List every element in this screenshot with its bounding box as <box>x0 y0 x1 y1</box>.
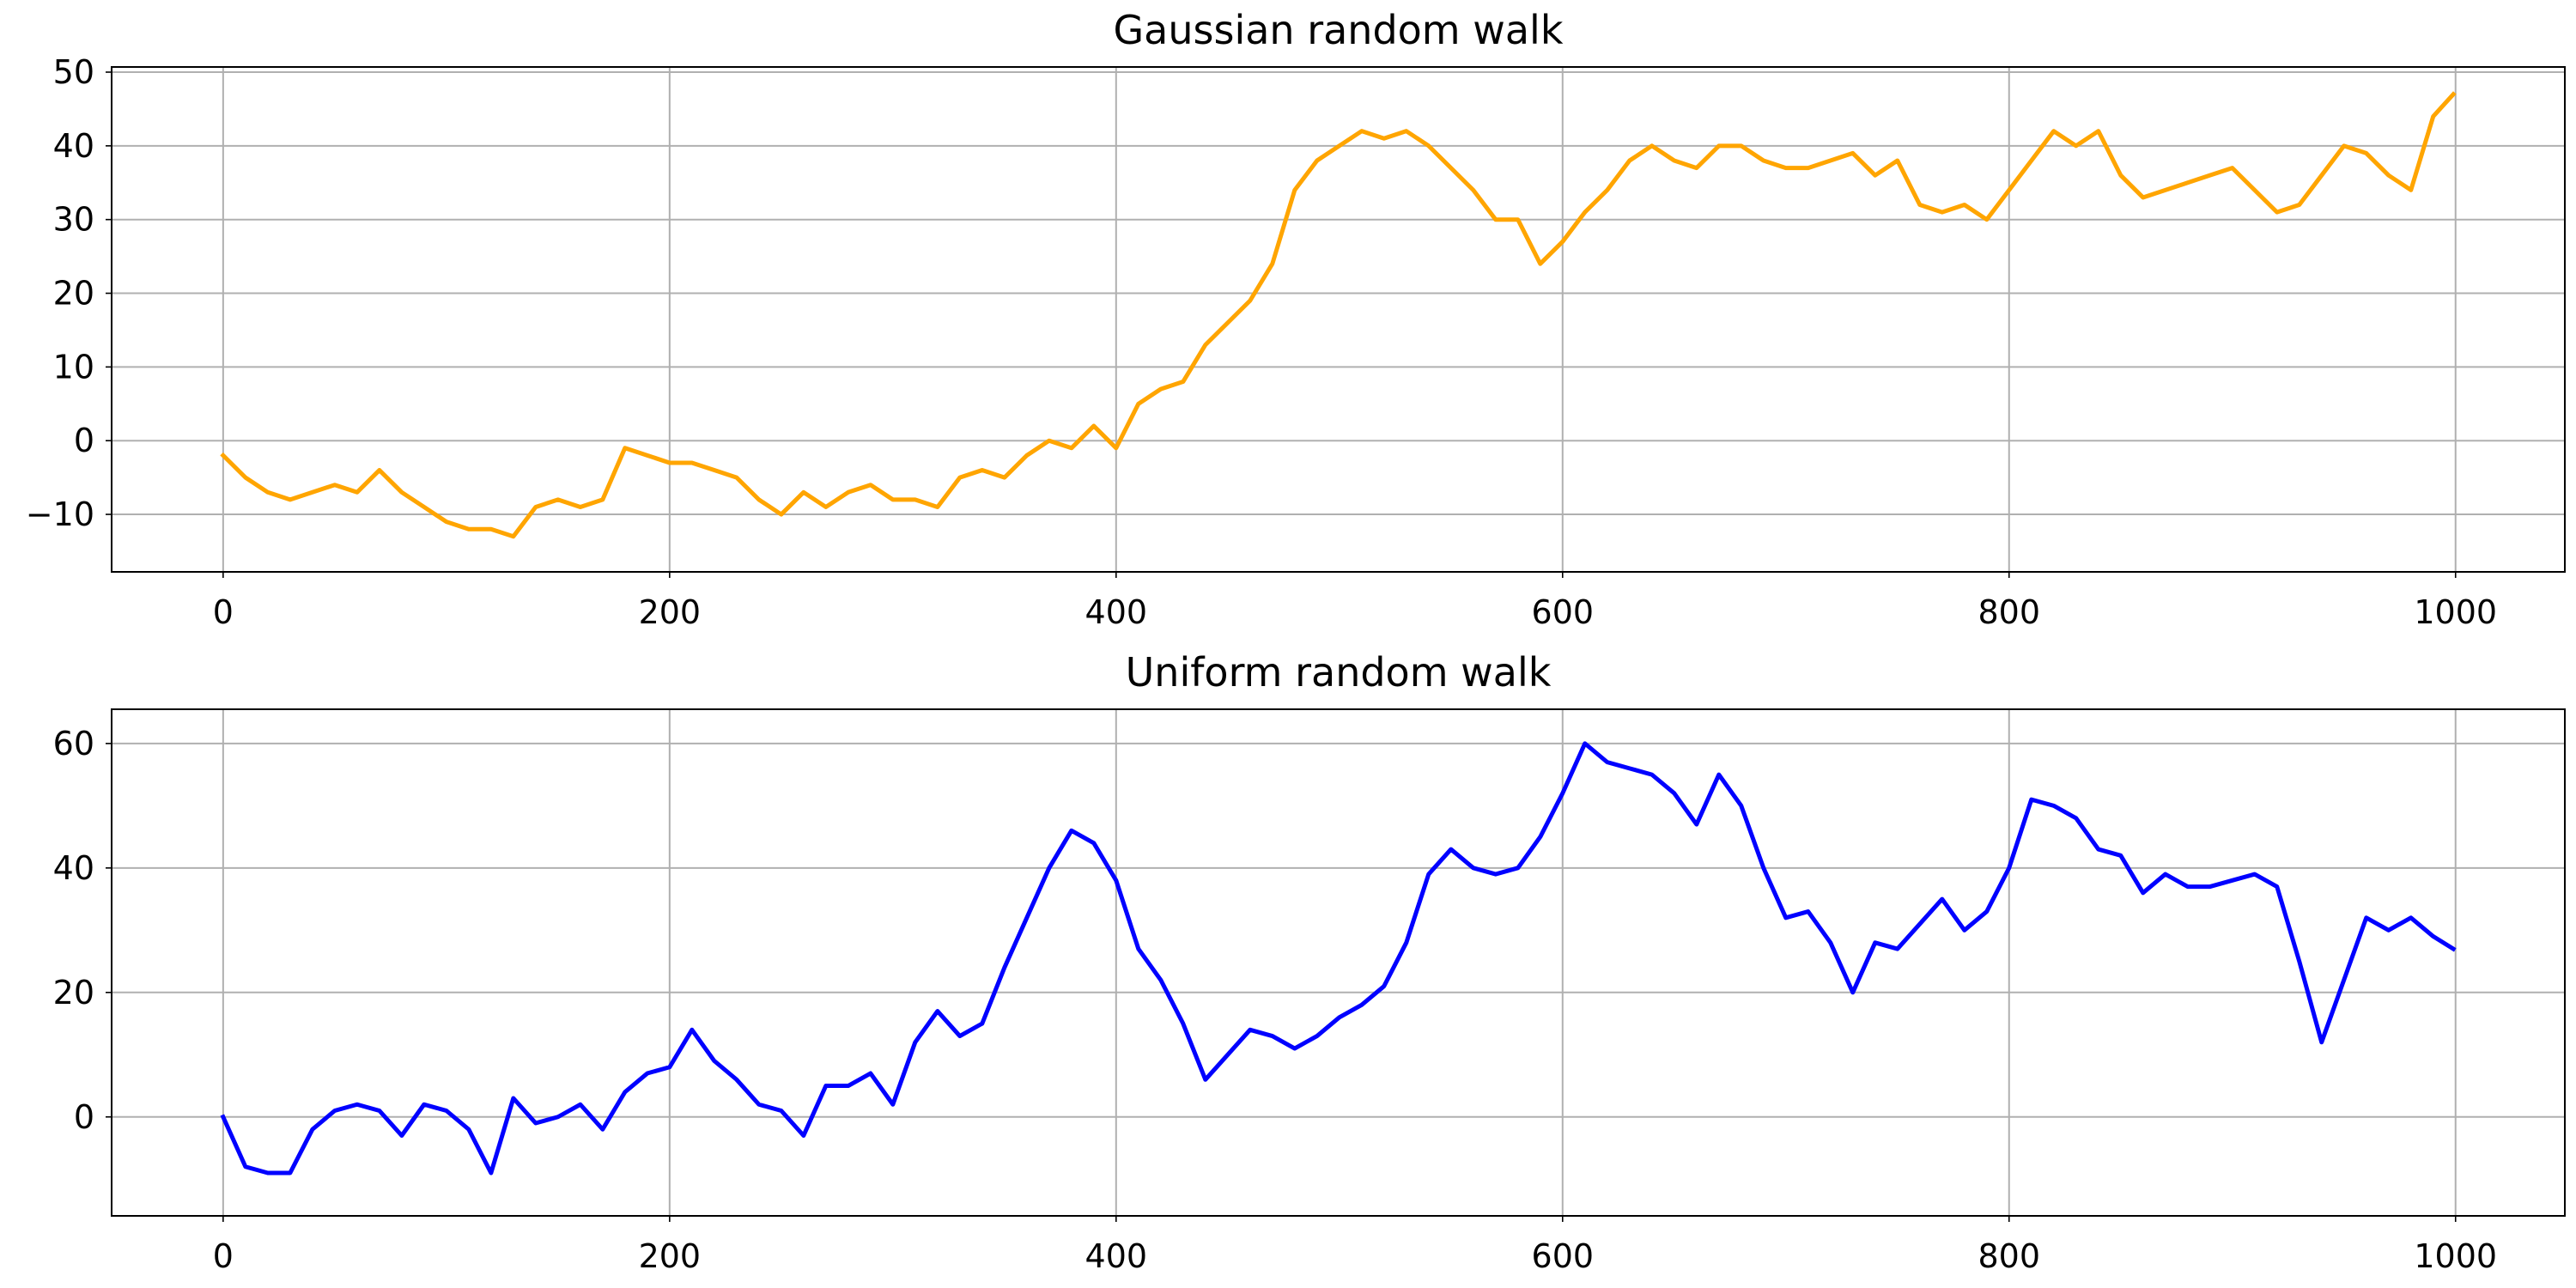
y-tick-label: 10 <box>53 348 94 386</box>
axes-frame <box>111 708 2566 1217</box>
chart-title: Gaussian random walk <box>1114 7 1564 53</box>
y-tick-label: 0 <box>74 422 94 459</box>
line-series <box>220 741 2457 1176</box>
y-tick-label: 20 <box>53 974 94 1012</box>
x-tick-label: 200 <box>639 593 702 631</box>
y-tick-label: 0 <box>74 1098 94 1136</box>
line-series <box>220 91 2457 539</box>
x-tick-label: 400 <box>1085 1237 1148 1275</box>
x-tick-label: 600 <box>1532 593 1595 631</box>
y-tick-label: 40 <box>53 127 94 165</box>
x-tick-label: 800 <box>1978 593 2040 631</box>
y-tick-label: 20 <box>53 275 94 313</box>
x-tick-label: 0 <box>213 1237 234 1275</box>
y-tick-label: 40 <box>53 849 94 887</box>
x-tick-label: 1000 <box>2414 593 2497 631</box>
y-tick-label: 30 <box>53 201 94 239</box>
x-tick-label: 1000 <box>2414 1237 2497 1275</box>
y-tick-label: −10 <box>26 495 94 533</box>
y-tick-label: 50 <box>53 53 94 91</box>
x-tick-label: 400 <box>1085 593 1148 631</box>
x-tick-label: 800 <box>1978 1237 2040 1275</box>
chart-title: Uniform random walk <box>1126 649 1552 696</box>
x-tick-label: 600 <box>1532 1237 1595 1275</box>
x-tick-label: 0 <box>213 593 234 631</box>
axes-frame <box>111 66 2566 573</box>
y-tick-label: 60 <box>53 725 94 762</box>
x-tick-label: 200 <box>639 1237 702 1275</box>
